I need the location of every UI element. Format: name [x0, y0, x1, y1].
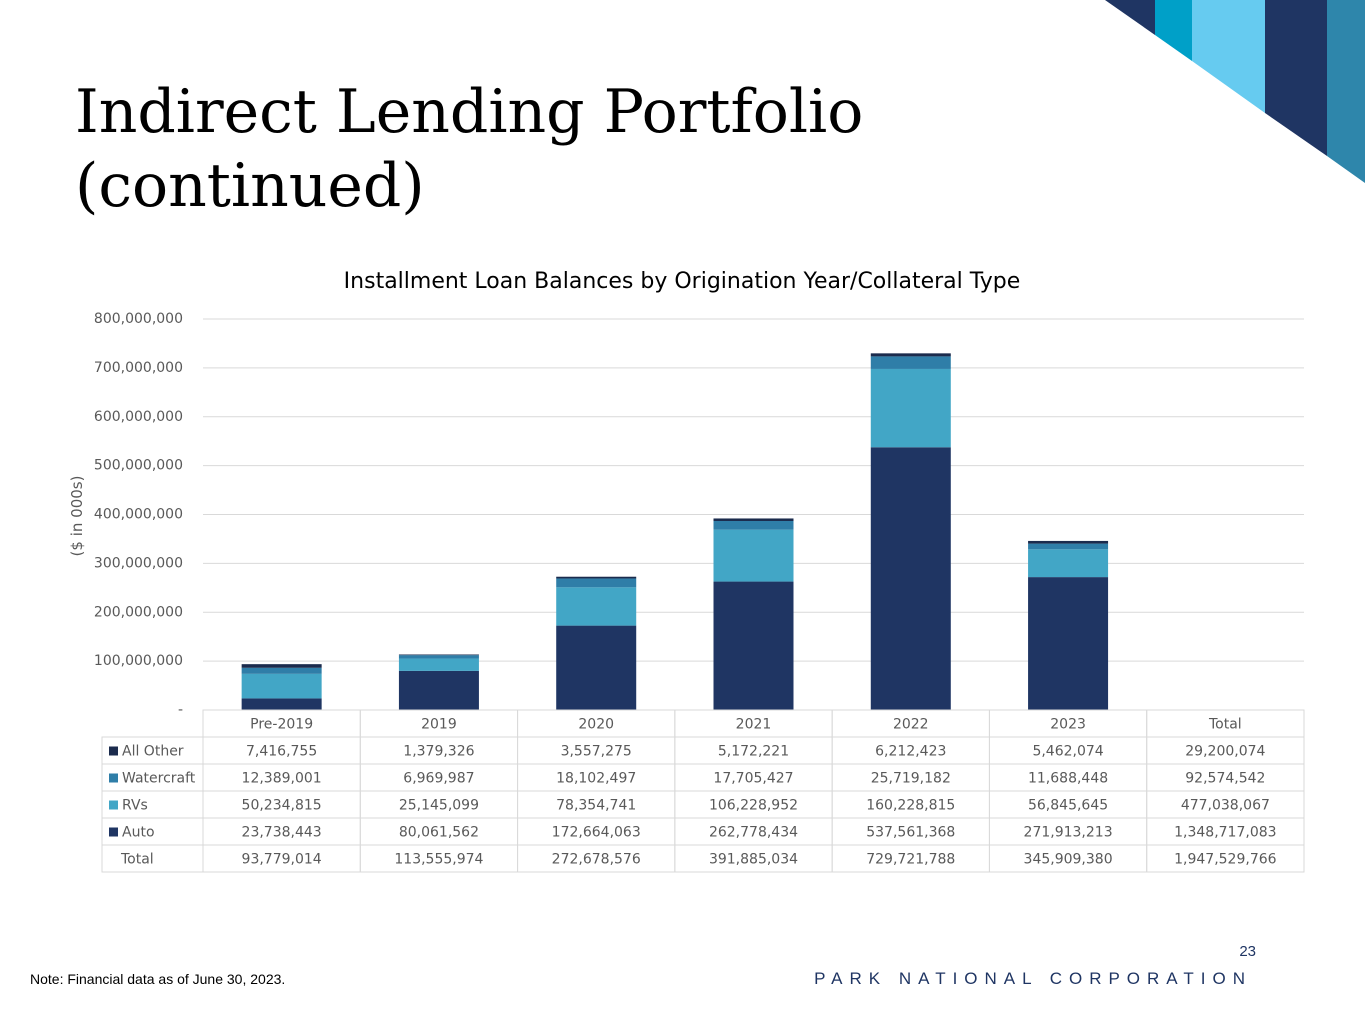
note: Note: Financial data as of June 30, 2023… — [30, 971, 285, 987]
table-value: 172,664,063 — [552, 825, 641, 841]
y-tick-label: 100,000,000 — [94, 653, 183, 669]
table-value: 17,705,427 — [713, 771, 793, 787]
table-value: 29,200,074 — [1185, 744, 1265, 760]
table-cell — [1146, 844, 1305, 873]
legend-label: All Other — [122, 744, 184, 760]
table-value: 50,234,815 — [242, 798, 322, 814]
stripe — [1105, 0, 1155, 35]
bar-segment — [1028, 577, 1109, 710]
table-value: 3,557,275 — [561, 744, 632, 760]
category-header: 2023 — [1050, 717, 1086, 733]
table-value: 106,228,952 — [709, 798, 798, 814]
table-value: 23,738,443 — [242, 825, 322, 841]
category-header: 2019 — [421, 717, 457, 733]
table-value: 11,688,448 — [1028, 771, 1108, 787]
bar-segment — [713, 518, 794, 521]
category-header: Pre-2019 — [250, 717, 313, 733]
table-value: 6,969,987 — [403, 771, 474, 787]
bar-segment — [241, 698, 322, 710]
table-value: 477,038,067 — [1181, 798, 1270, 814]
table-value: 391,885,034 — [709, 852, 798, 868]
table-value: 1,348,717,083 — [1174, 825, 1276, 841]
bar-segment — [556, 578, 637, 588]
legend-swatch — [109, 800, 118, 810]
table-value: 5,462,074 — [1032, 744, 1103, 760]
category-header: 2022 — [893, 717, 929, 733]
bar-segment — [713, 529, 794, 582]
y-tick-label: 400,000,000 — [94, 507, 183, 523]
stripe — [1192, 0, 1265, 113]
y-tick-label: 800,000,000 — [94, 311, 183, 327]
company-name: PARK NATIONAL CORPORATION — [814, 969, 1252, 988]
y-axis-label: ($ in 000s) — [68, 476, 86, 557]
chart-title: Installment Loan Balances by Origination… — [344, 269, 1021, 294]
table-value: 160,228,815 — [866, 798, 955, 814]
table-value: 271,913,213 — [1024, 825, 1113, 841]
bar-segment — [870, 356, 951, 369]
legend-label: Auto — [122, 825, 155, 841]
table-value: 92,574,542 — [1185, 771, 1265, 787]
corner-decoration — [1105, 0, 1365, 183]
table-value: 345,909,380 — [1024, 852, 1113, 868]
table-value: 78,354,741 — [556, 798, 636, 814]
table-value: 1,379,326 — [403, 744, 474, 760]
table-value: 93,779,014 — [242, 852, 322, 868]
table-value: 1,947,529,766 — [1174, 852, 1277, 868]
slide-title: Indirect Lending Portfolio (continued) — [75, 77, 863, 221]
legend-label: RVs — [122, 798, 148, 814]
y-tick-label: 600,000,000 — [94, 409, 183, 425]
bar-segment — [398, 658, 479, 671]
table-value: 80,061,562 — [399, 825, 479, 841]
table-value: 25,145,099 — [399, 798, 479, 814]
y-tick-label: 200,000,000 — [94, 604, 183, 620]
y-tick-label: 300,000,000 — [94, 555, 183, 571]
table-value: 537,561,368 — [866, 825, 955, 841]
stripe — [1327, 0, 1365, 183]
stripe — [1155, 0, 1192, 61]
table-value: 25,719,182 — [871, 771, 951, 787]
bar-segment — [241, 673, 322, 699]
category-header: Total — [1208, 717, 1242, 733]
table-value: 12,389,001 — [242, 771, 322, 787]
legend-swatch — [109, 746, 118, 756]
bar-segment — [398, 655, 479, 659]
table-value: 18,102,497 — [556, 771, 636, 787]
table-value: 113,555,974 — [394, 852, 483, 868]
bar-segment — [870, 353, 951, 357]
legend-label: Watercraft — [122, 771, 196, 787]
bar-segment — [1028, 543, 1109, 550]
bar-segment — [556, 625, 637, 710]
table-value: 5,172,221 — [718, 744, 789, 760]
bar-segment — [241, 667, 322, 674]
bar-segment — [398, 654, 479, 656]
bar-segment — [241, 664, 322, 668]
bar-segment — [713, 581, 794, 710]
y-tick-label: 700,000,000 — [94, 360, 183, 376]
bar-segment — [1028, 540, 1109, 544]
bar-segment — [398, 670, 479, 710]
total-label: Total — [120, 852, 154, 868]
stripe — [1265, 0, 1327, 156]
legend-swatch — [109, 773, 118, 783]
page-number: 23 — [1239, 943, 1256, 960]
y-tick-label: - — [178, 702, 183, 718]
table-value: 6,212,423 — [875, 744, 946, 760]
bar-segment — [556, 576, 637, 579]
table-value: 729,721,788 — [866, 852, 955, 868]
category-header: 2020 — [578, 717, 614, 733]
legend-swatch — [109, 827, 118, 837]
bar-segment — [1028, 549, 1109, 578]
table-value: 7,416,755 — [246, 744, 317, 760]
y-tick-label: 500,000,000 — [94, 458, 183, 474]
bar-segment — [556, 587, 637, 626]
category-header: 2021 — [736, 717, 772, 733]
bar-segment — [870, 447, 951, 710]
table-value: 262,778,434 — [709, 825, 798, 841]
bar-segment — [870, 368, 951, 448]
bar-segment — [713, 520, 794, 530]
table-value: 56,845,645 — [1028, 798, 1108, 814]
table-value: 272,678,576 — [552, 852, 641, 868]
